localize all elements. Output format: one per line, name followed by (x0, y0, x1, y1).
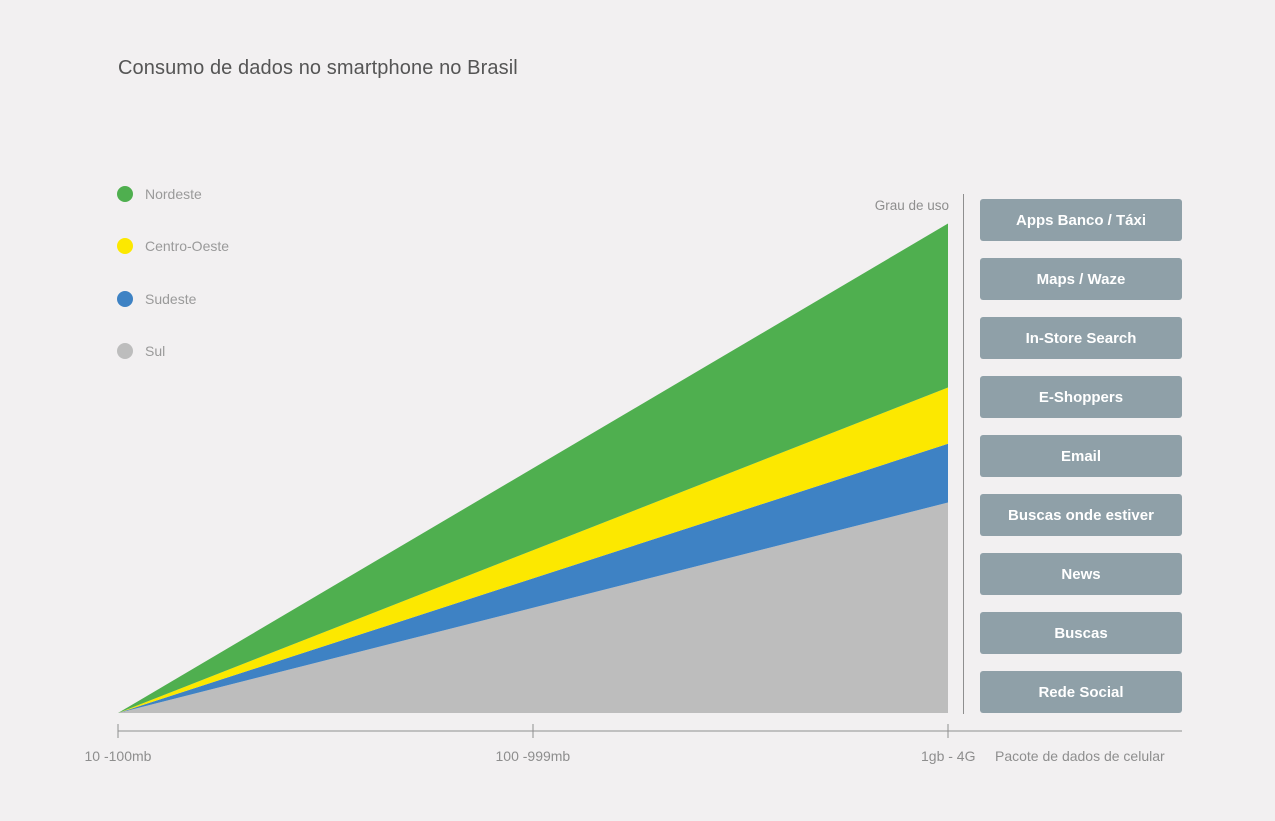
category-rede-social: Rede Social (980, 671, 1182, 713)
chart-title: Consumo de dados no smartphone no Brasil (118, 57, 518, 79)
legend-swatch-nordeste (117, 186, 133, 202)
legend-label-sudeste: Sudeste (145, 290, 197, 307)
category-news: News (980, 553, 1182, 595)
category-buscas-onde-estiver: Buscas onde estiver (980, 494, 1182, 536)
x-axis-label: Pacote de dados de celular (995, 748, 1165, 764)
legend-swatch-centro-oeste (117, 238, 133, 255)
legend-item-nordeste: Nordeste (117, 185, 202, 203)
x-tick-label-1gb-4g: 1gb - 4G (921, 748, 976, 764)
x-tick-label-10-100mb: 10 -100mb (84, 748, 152, 764)
legend-item-sul: Sul (117, 342, 165, 360)
legend-swatch-sudeste (117, 290, 133, 307)
legend-label-nordeste: Nordeste (145, 186, 202, 202)
legend-label-sul: Sul (145, 342, 166, 359)
category-email: Email (980, 435, 1182, 477)
legend-swatch-sul (117, 342, 133, 359)
category-buscas: Buscas (980, 612, 1182, 654)
axis-divider (963, 194, 964, 714)
y-axis-label: Grau de uso (874, 198, 949, 213)
category-maps-waze: Maps / Waze (980, 258, 1182, 300)
legend-item-sudeste: Sudeste (117, 290, 196, 308)
area-nordeste (118, 223, 948, 713)
x-tick-label-100-999mb: 100 -999mb (495, 748, 571, 764)
legend-item-centro-oeste: Centro-Oeste (117, 237, 229, 255)
category-in-store-search: In-Store Search (980, 317, 1182, 359)
legend-label-centro-oeste: Centro-Oeste (145, 238, 230, 255)
category-apps-banco-taxi: Apps Banco / Táxi (980, 199, 1182, 241)
category-e-shoppers: E-Shoppers (980, 376, 1182, 418)
